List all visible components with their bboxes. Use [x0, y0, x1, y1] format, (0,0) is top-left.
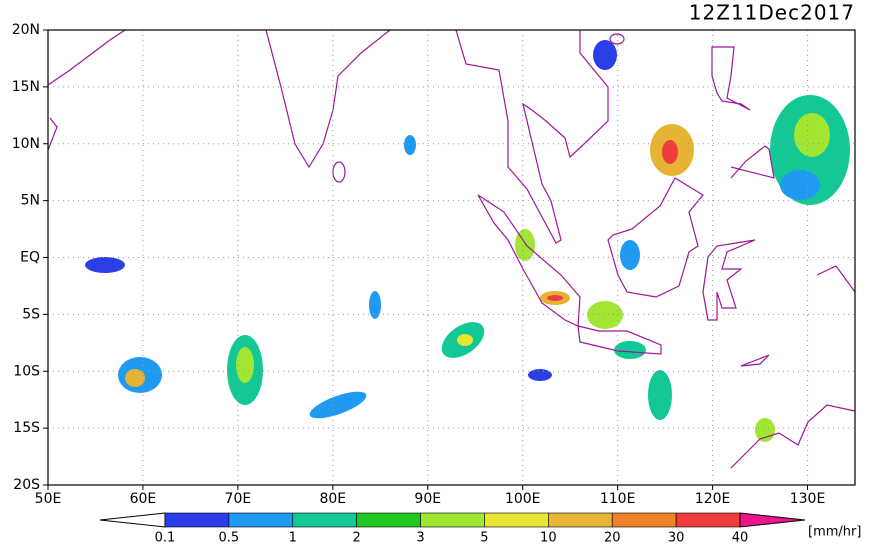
colorbar-label: 10 [540, 531, 557, 544]
x-tick-label: 70E [225, 491, 252, 507]
colorbar-label: 30 [668, 531, 685, 544]
y-tick-label: 20N [12, 22, 40, 38]
x-tick-label: 130E [790, 491, 826, 507]
x-tick-label: 80E [319, 491, 346, 507]
y-tick-label: 15N [12, 79, 40, 95]
colorbar-segment [228, 512, 294, 528]
colorbar-label: 3 [416, 531, 424, 544]
colorbar-under [99, 512, 166, 528]
colorbar-segment [548, 512, 613, 528]
y-tick-label: 20S [13, 477, 40, 493]
colorbar-segment [356, 512, 421, 528]
plot-area [48, 30, 855, 485]
x-tick-label: 120E [695, 491, 731, 507]
colorbar: 0.1 0.5 1 2 3 5 10 20 30 40 [mm/hr] [99, 512, 861, 544]
precipitation [85, 40, 850, 442]
colorbar-segment [420, 512, 485, 528]
colorbar-label: 20 [604, 531, 621, 544]
y-tick-label: 15S [13, 420, 40, 436]
x-tick-label: 50E [35, 491, 62, 507]
x-tick-label: 90E [414, 491, 441, 507]
colorbar-unit: [mm/hr] [808, 525, 861, 540]
colorbar-segment [164, 512, 230, 528]
colorbar-over [739, 512, 806, 528]
y-tick-label: 10S [13, 363, 40, 379]
colorbar-segment [611, 512, 677, 528]
colorbar-label: 0.1 [155, 531, 176, 544]
colorbar-segment [292, 512, 357, 528]
colorbar-label: 5 [480, 531, 488, 544]
y-tick-label: EQ [20, 250, 40, 266]
colorbar-segment [675, 512, 741, 528]
colorbar-label: 1 [289, 531, 297, 544]
x-tick-label: 110E [600, 491, 636, 507]
colorbar-label: 40 [732, 531, 749, 544]
colorbar-label: 0.5 [219, 531, 240, 544]
x-tick-label: 60E [130, 491, 157, 507]
x-tick-label: 100E [505, 491, 541, 507]
y-tick-label: 5N [21, 193, 40, 209]
y-tick-label: 10N [12, 136, 40, 152]
colorbar-segment [484, 512, 549, 528]
map-title: 12Z11Dec2017 [689, 1, 855, 25]
colorbar-label: 2 [353, 531, 361, 544]
y-tick-label: 5S [22, 306, 40, 322]
